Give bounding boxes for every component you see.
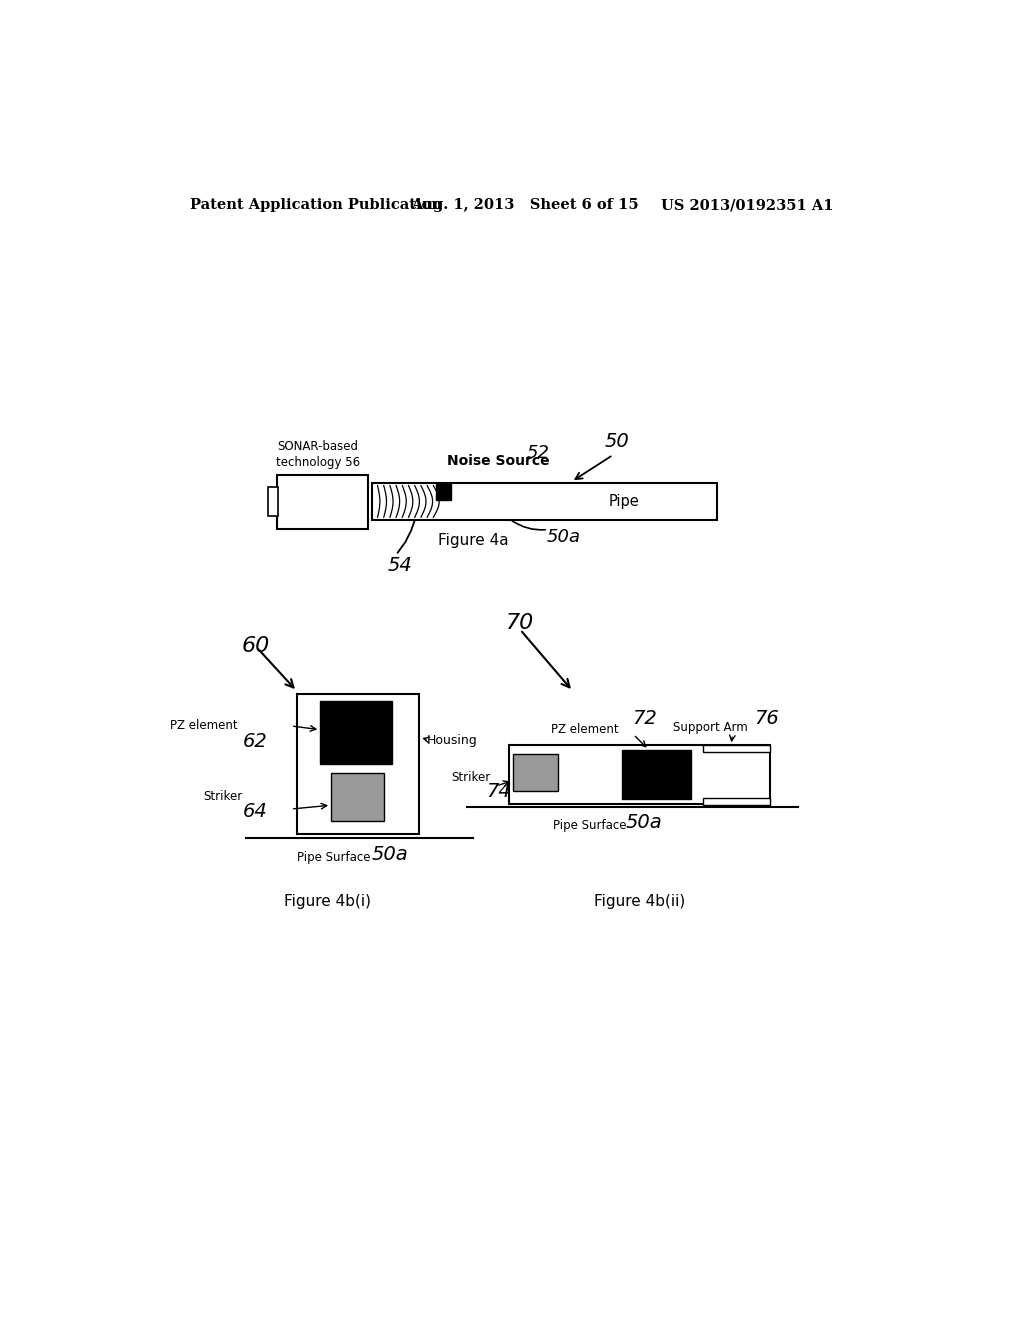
Text: Figure 4a: Figure 4a	[438, 533, 509, 548]
Text: PZ element: PZ element	[552, 723, 620, 737]
Text: Patent Application Publication: Patent Application Publication	[190, 198, 442, 213]
Text: 64: 64	[243, 803, 267, 821]
Text: PZ element: PZ element	[170, 719, 238, 733]
Text: 50a: 50a	[372, 845, 409, 865]
Bar	[703, 799, 770, 805]
Bar	[372, 483, 717, 520]
Bar	[321, 701, 391, 764]
Text: 74: 74	[486, 781, 511, 801]
Text: US 2013/0192351 A1: US 2013/0192351 A1	[662, 198, 834, 213]
Text: Aug. 1, 2013   Sheet 6 of 15: Aug. 1, 2013 Sheet 6 of 15	[411, 198, 639, 213]
Text: 62: 62	[243, 733, 267, 751]
Text: 72: 72	[632, 709, 656, 729]
Text: SONAR-based
technology 56: SONAR-based technology 56	[275, 441, 360, 470]
Bar	[297, 693, 420, 834]
Bar	[513, 755, 558, 792]
Text: 70: 70	[506, 612, 535, 632]
Text: 60: 60	[242, 636, 270, 656]
Bar	[435, 484, 452, 499]
Text: 50a: 50a	[547, 528, 581, 546]
Bar	[623, 750, 690, 799]
Text: Pipe Surface: Pipe Surface	[297, 851, 371, 865]
Text: Noise Source: Noise Source	[447, 454, 550, 469]
Text: 76: 76	[755, 709, 779, 729]
Bar	[276, 475, 369, 529]
Text: Striker: Striker	[452, 771, 490, 784]
Bar	[331, 774, 384, 821]
Text: Pipe: Pipe	[608, 494, 639, 508]
Text: Striker: Striker	[204, 789, 243, 803]
Text: Figure 4b(i): Figure 4b(i)	[285, 894, 372, 908]
Text: Housing: Housing	[427, 734, 478, 747]
Text: 50: 50	[604, 432, 630, 451]
Text: 52: 52	[526, 444, 549, 462]
Bar	[703, 744, 770, 752]
Text: Pipe Surface: Pipe Surface	[553, 818, 627, 832]
Text: 54: 54	[388, 556, 413, 574]
Text: Figure 4b(ii): Figure 4b(ii)	[594, 894, 685, 908]
Text: Support Arm: Support Arm	[674, 721, 749, 734]
Bar	[509, 744, 770, 804]
Text: 50a: 50a	[626, 813, 663, 832]
Bar	[267, 487, 279, 516]
